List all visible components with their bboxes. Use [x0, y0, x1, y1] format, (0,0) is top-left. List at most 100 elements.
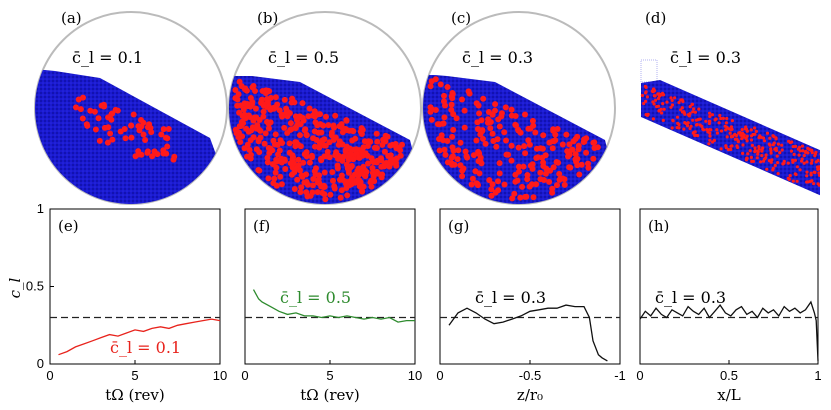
tracer-particle [158, 131, 165, 138]
tracer-particle [794, 144, 798, 148]
tracer-particle [342, 126, 349, 132]
tracer-particle [264, 118, 270, 125]
tracer-particle [132, 153, 139, 160]
tracer-particle [721, 116, 726, 120]
tracer-particle [122, 135, 129, 142]
tracer-particle [670, 103, 675, 107]
tracer-particle [776, 172, 780, 176]
tracer-particle [241, 100, 248, 107]
tracer-particle [669, 105, 673, 109]
tracer-particle [514, 177, 521, 184]
tracer-particle [461, 124, 468, 131]
tracer-particle [550, 126, 557, 133]
tracer-particle [246, 114, 253, 120]
tracer-particle [449, 153, 456, 160]
tracer-particle [312, 119, 319, 126]
tracer-particle [284, 130, 291, 136]
tracer-particle [344, 192, 351, 199]
tracer-particle [661, 118, 665, 122]
tracer-particle [331, 124, 337, 131]
tracer-particle [369, 169, 376, 176]
tracer-particle [79, 115, 86, 122]
tracer-particle [315, 129, 322, 136]
tracer-particle [374, 138, 381, 145]
tracer-particle [373, 145, 380, 151]
tracer-particle [382, 138, 389, 145]
tracer-particle [251, 114, 258, 121]
tracer-particle [444, 84, 451, 90]
tracer-particle [729, 135, 734, 139]
tracer-particle [753, 149, 758, 153]
tracer-particle [442, 151, 449, 158]
tracer-particle [237, 139, 244, 145]
tracer-particle [281, 156, 288, 163]
tracer-particle [247, 137, 254, 144]
tracer-particle [684, 122, 688, 126]
mean-fraction-annotation: c̄_l = 0.5 [280, 288, 351, 307]
tracer-particle [682, 127, 686, 131]
tracer-particles [73, 94, 178, 163]
tracer-particle [385, 153, 392, 159]
tracer-particle [272, 169, 279, 176]
tracer-particle [469, 175, 476, 182]
tracer-particle [427, 83, 434, 90]
tracer-particle [802, 154, 806, 158]
plot-panel-h: 0 0.5 1 (h) c̄_l = 0.3 x/L [636, 208, 822, 404]
tracer-particle [662, 107, 666, 111]
tracer-particle [563, 131, 570, 138]
tracer-particle [501, 181, 508, 188]
tracer-particle [311, 113, 318, 120]
tracer-particle [660, 111, 664, 115]
tracer-particle [791, 179, 795, 183]
tracer-particle [321, 169, 328, 176]
tracer-particle [344, 144, 351, 151]
tracer-particle [450, 111, 457, 118]
plot-panel-e: 0 5 10 0 0.5 1 (e) c̄_l = 0.1 tΩ (rev) [26, 201, 227, 404]
tracer-particle [257, 134, 264, 141]
tracer-particle [789, 149, 794, 153]
tracer-particle [480, 95, 487, 102]
tracer-particle [146, 121, 153, 128]
tracer-particle [92, 126, 99, 133]
tracer-particle [556, 170, 563, 177]
tracer-particle [496, 123, 503, 130]
mean-fraction-annotation: c̄_l = 0.3 [462, 48, 533, 67]
tracer-particle [693, 110, 698, 114]
tracer-particle [750, 143, 755, 147]
tracer-particle [299, 114, 306, 121]
tracer-particle [691, 110, 695, 114]
tracer-particle [691, 118, 695, 122]
tracer-particles [232, 78, 405, 203]
tracer-particle [525, 137, 532, 144]
tracer-particle [436, 121, 443, 128]
tracer-particle [281, 96, 288, 103]
tracer-particle [805, 160, 809, 164]
tracer-particle [526, 141, 533, 148]
tracer-particle [107, 130, 114, 137]
tracer-particle [459, 173, 466, 180]
tracer-particle [329, 169, 336, 176]
tracer-particle [821, 186, 824, 189]
tracer-particle [800, 157, 804, 161]
tracer-particle [529, 117, 536, 124]
tracer-particle [819, 160, 820, 164]
tracer-particle [303, 149, 310, 156]
tracer-particle [292, 143, 299, 150]
tracer-particle [590, 139, 597, 146]
tracer-particle [149, 153, 156, 160]
tracer-particle [284, 113, 291, 120]
tracer-particle [539, 145, 546, 152]
x-tick-label: 0 [636, 368, 643, 383]
tracer-particle [233, 128, 240, 135]
tracer-particle [656, 96, 661, 101]
tracer-particle [121, 126, 128, 132]
y-tick-label: 1 [37, 201, 44, 216]
tracer-particle [561, 176, 568, 183]
tracer-particle [719, 147, 723, 151]
tracer-particle [513, 122, 519, 129]
tracer-particle [128, 134, 135, 141]
tracer-particle [708, 114, 712, 119]
tracer-particle [795, 179, 799, 183]
tracer-particle [813, 152, 818, 156]
tracer-particle [324, 148, 331, 155]
